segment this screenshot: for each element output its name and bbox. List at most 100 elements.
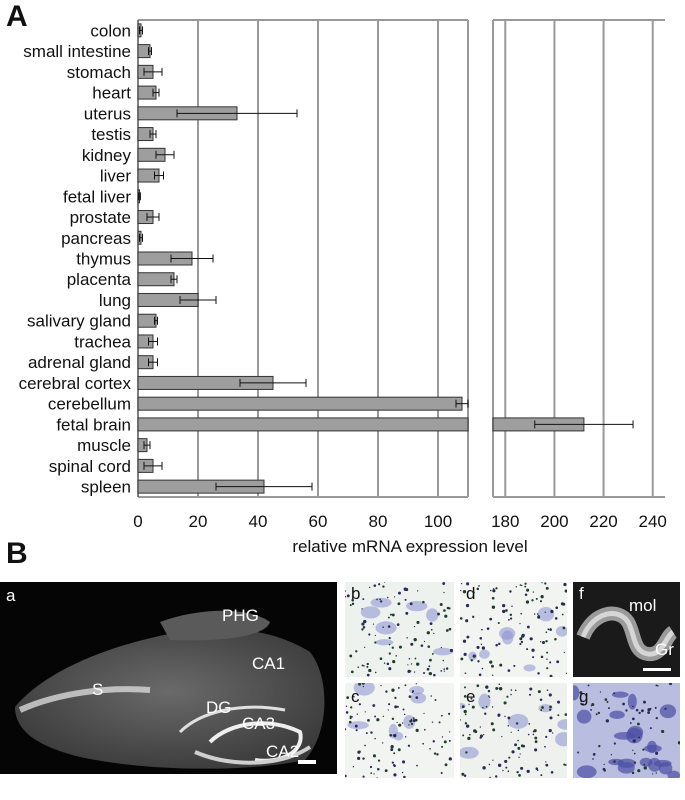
stained-cell <box>555 732 567 747</box>
silver-grain <box>396 623 400 627</box>
silver-grain <box>579 691 583 695</box>
silver-grain <box>488 696 491 698</box>
silver-grain <box>520 612 523 615</box>
silver-grain <box>369 586 371 589</box>
silver-grain <box>351 598 355 602</box>
silver-grain <box>540 595 544 599</box>
silver-grain <box>492 674 494 676</box>
silver-grain <box>446 606 450 610</box>
silver-grain <box>508 756 511 759</box>
category-label: fetal brain <box>56 415 131 434</box>
silver-grain <box>540 641 542 643</box>
silver-grain <box>373 773 375 775</box>
silver-grain <box>416 764 418 767</box>
silver-grain <box>389 613 393 616</box>
silver-grain <box>382 626 384 628</box>
stained-cell <box>611 691 629 698</box>
silver-grain <box>487 695 490 697</box>
silver-grain <box>508 618 510 621</box>
micrograph-e: e <box>460 683 567 778</box>
silver-grain <box>449 648 454 653</box>
stained-cell <box>347 721 369 730</box>
silver-grain <box>379 600 383 603</box>
silver-grain <box>633 761 637 764</box>
silver-grain <box>350 670 354 674</box>
category-label: uterus <box>84 104 131 123</box>
silver-grain <box>463 774 467 778</box>
silver-grain <box>465 751 468 754</box>
silver-grain <box>361 664 364 667</box>
silver-grain <box>534 736 538 740</box>
silver-grain <box>637 769 641 773</box>
silver-grain <box>498 683 501 686</box>
silver-grain <box>406 637 408 639</box>
silver-grain <box>557 700 561 704</box>
silver-grain <box>374 737 376 740</box>
silver-grain <box>484 712 487 715</box>
silver-grain <box>599 691 602 693</box>
region-label-phg: PHG <box>222 606 259 625</box>
micrograph-g: g <box>573 683 680 778</box>
silver-grain <box>595 713 598 716</box>
silver-grain <box>372 623 375 625</box>
silver-grain <box>387 625 391 628</box>
silver-grain <box>422 671 426 675</box>
silver-grain <box>544 582 547 585</box>
silver-grain <box>517 746 521 750</box>
silver-grain <box>392 734 394 736</box>
silver-grain <box>412 717 415 720</box>
silver-grain <box>532 656 535 659</box>
silver-grain <box>379 657 383 661</box>
silver-grain <box>465 724 470 728</box>
silver-grain <box>510 693 512 696</box>
silver-grain <box>408 724 410 726</box>
silver-grain <box>479 726 482 728</box>
silver-grain <box>423 728 426 731</box>
silver-grain <box>377 767 380 771</box>
silver-grain <box>509 590 512 593</box>
silver-grain <box>426 631 430 635</box>
silver-grain <box>380 684 382 687</box>
stained-cell <box>627 693 637 710</box>
silver-grain <box>448 627 452 631</box>
hippocampus-image <box>15 610 325 769</box>
silver-grain <box>423 712 425 715</box>
silver-grain <box>472 591 475 594</box>
silver-grain <box>513 664 516 667</box>
silver-grain <box>540 774 543 777</box>
silver-grain <box>372 754 377 758</box>
silver-grain <box>487 689 491 693</box>
silver-grain <box>376 598 378 601</box>
silver-grain <box>655 684 658 687</box>
silver-grain <box>507 716 511 720</box>
silver-grain <box>357 756 361 760</box>
silver-grain <box>507 770 510 773</box>
silver-grain <box>409 719 413 723</box>
x-tick-label: 220 <box>589 512 617 531</box>
silver-grain <box>497 621 500 625</box>
silver-grain <box>398 723 402 727</box>
silver-grain <box>461 772 465 776</box>
silver-grain <box>411 690 415 693</box>
silver-grain <box>407 744 411 747</box>
silver-grain <box>498 687 503 691</box>
silver-grain <box>386 662 390 666</box>
silver-grain <box>430 628 433 631</box>
silver-grain <box>631 771 635 775</box>
silver-grain <box>563 651 565 654</box>
silver-grain <box>448 757 452 761</box>
silver-grain <box>349 716 352 720</box>
silver-grain <box>429 622 433 626</box>
category-label: kidney <box>82 146 132 165</box>
silver-grain <box>592 758 594 760</box>
silver-grain <box>365 732 368 735</box>
micrograph-letter-b: b <box>351 584 361 603</box>
silver-grain <box>529 637 533 641</box>
silver-grain <box>467 736 471 741</box>
silver-grain <box>440 772 443 775</box>
silver-grain <box>387 709 389 711</box>
silver-grain <box>485 705 488 708</box>
silver-grain <box>482 766 486 770</box>
stained-cell <box>523 664 536 672</box>
silver-grain <box>504 715 506 718</box>
